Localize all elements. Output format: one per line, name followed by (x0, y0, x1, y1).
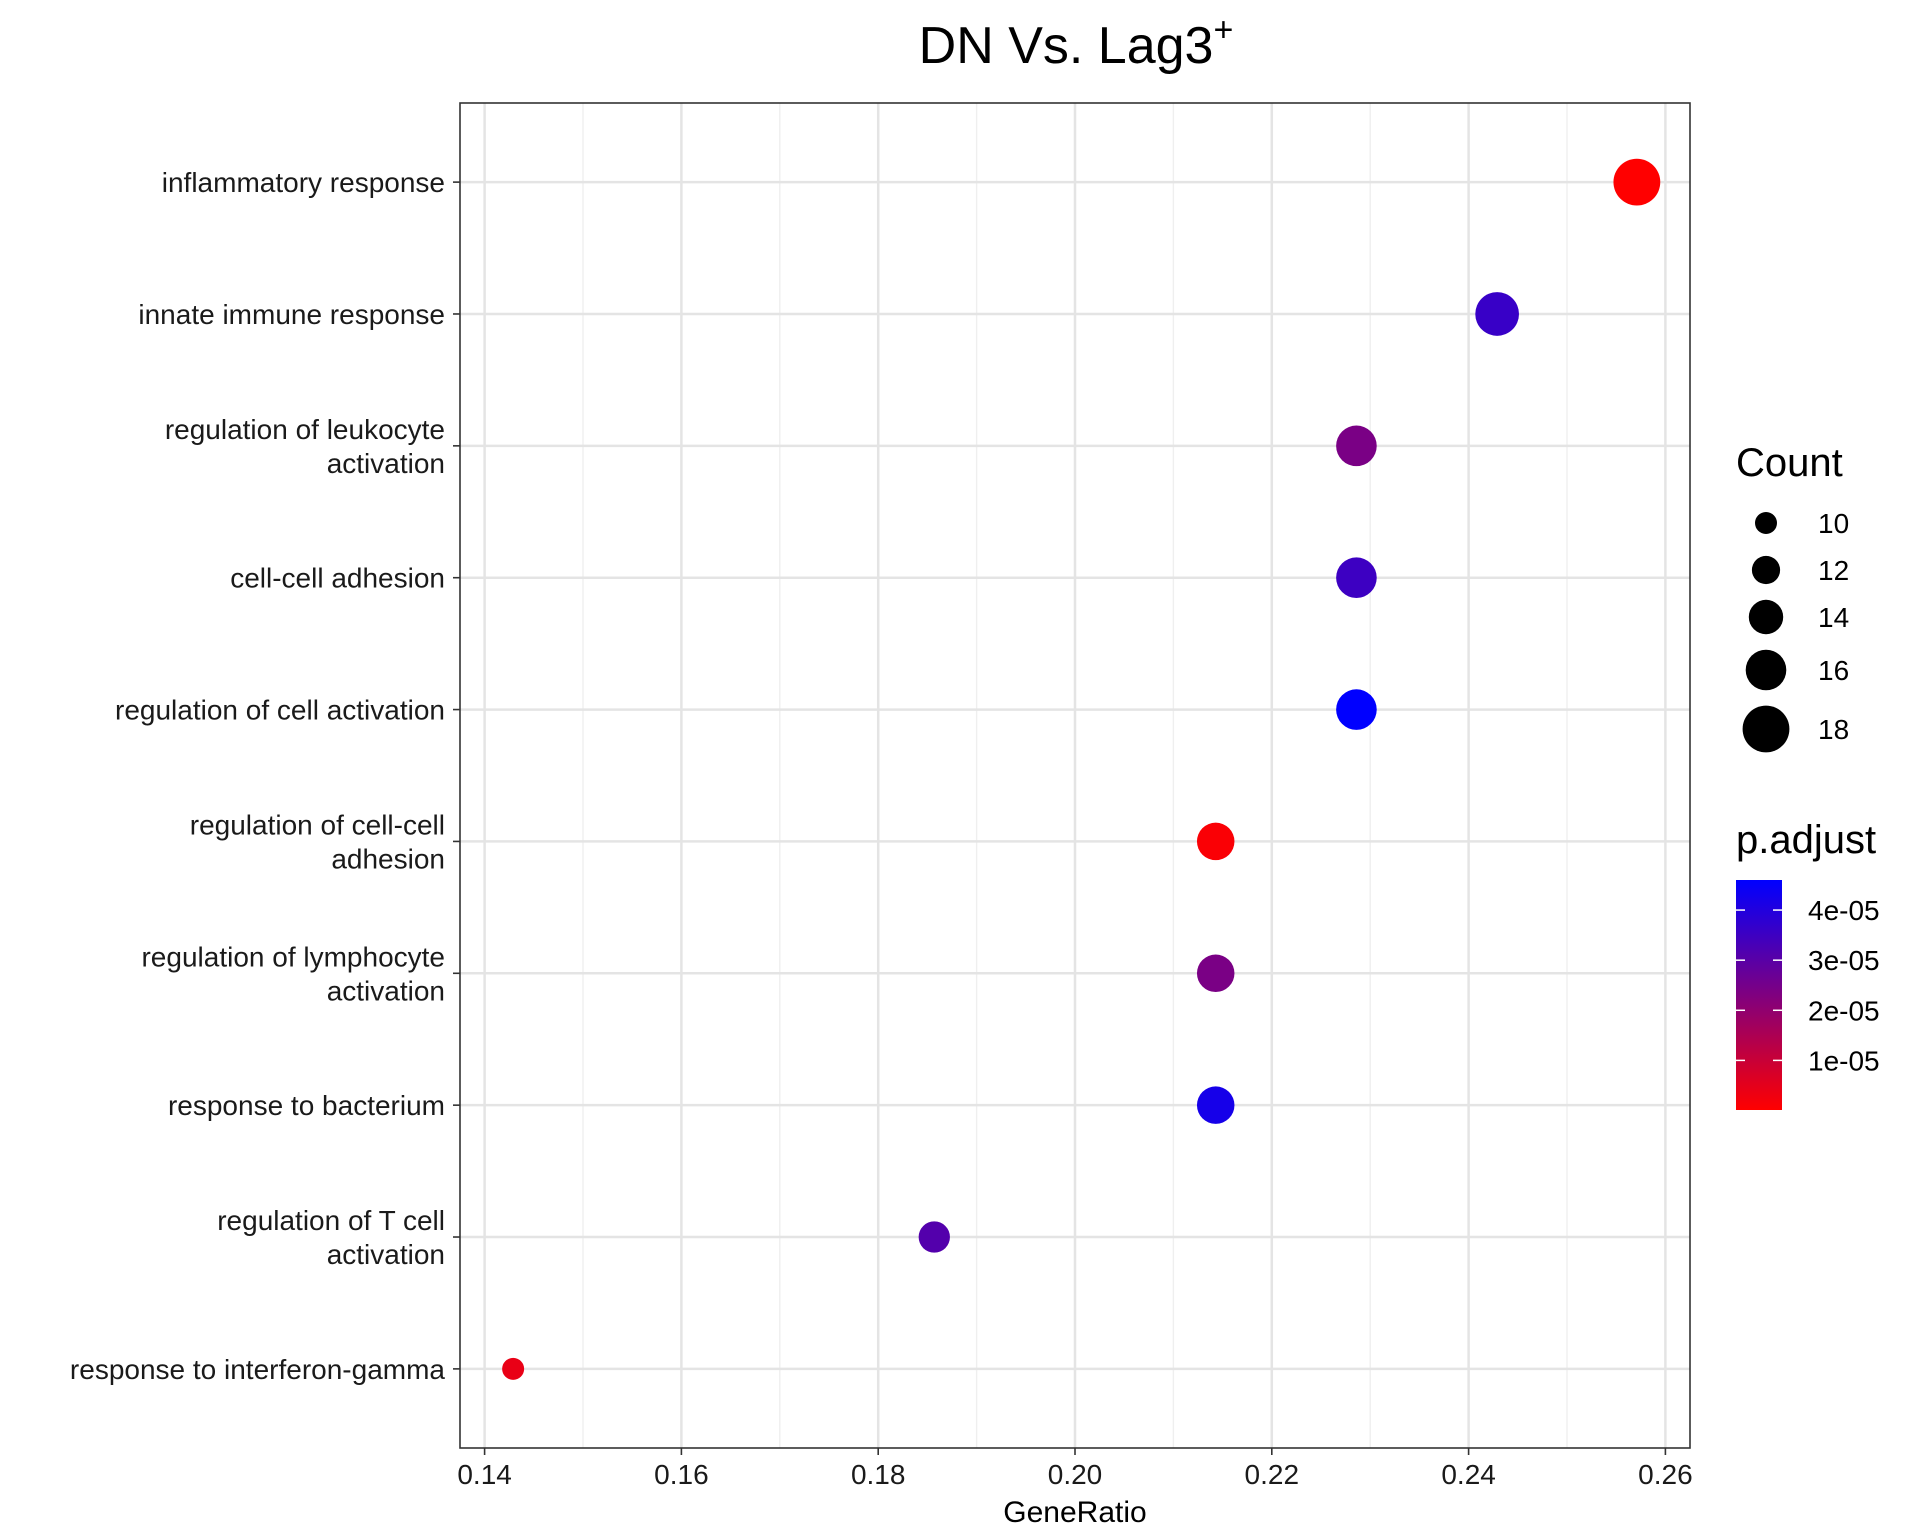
chart-title: DN Vs. Lag3+ (919, 11, 1234, 75)
color-legend-label: 3e-05 (1808, 945, 1880, 976)
data-point (1196, 822, 1235, 861)
y-tick-label: innate immune response (138, 299, 445, 330)
y-tick-label: response to bacterium (168, 1090, 445, 1121)
x-axis-title: GeneRatio (1003, 1496, 1146, 1529)
chart-title-text: DN Vs. Lag3 (919, 17, 1214, 75)
size-legend-key (1748, 599, 1784, 635)
data-point (502, 1357, 525, 1380)
data-point (918, 1221, 950, 1253)
x-tick-label: 0.16 (654, 1459, 709, 1490)
size-legend-label: 12 (1818, 555, 1849, 586)
x-tick-label: 0.26 (1638, 1459, 1693, 1490)
y-tick-label: regulation of T cell activation (217, 1205, 445, 1270)
data-point (1336, 557, 1377, 599)
size-legend-label: 10 (1818, 508, 1849, 539)
data-point (1336, 689, 1377, 730)
size-legend-label: 14 (1818, 602, 1849, 633)
data-point (1196, 954, 1235, 993)
data-point (1613, 158, 1661, 206)
y-tick-label: regulation of leukocyte activation (165, 414, 445, 479)
chart-title-superscript: + (1213, 11, 1233, 49)
size-legend: Count 10 12 14 16 18 (1736, 441, 1849, 753)
size-legend-title: Count (1736, 441, 1843, 485)
y-tick-label: response to interferon-gamma (70, 1354, 446, 1385)
color-legend-title: p.adjust (1736, 818, 1876, 862)
data-point (1475, 292, 1519, 336)
color-legend-label: 2e-05 (1808, 995, 1880, 1026)
x-axis: 0.14 0.16 0.18 0.20 0.22 0.24 0.26 (457, 1448, 1693, 1490)
grid-lines (460, 103, 1690, 1448)
size-legend-key (1745, 649, 1787, 691)
color-legend-label: 4e-05 (1808, 895, 1880, 926)
data-points (502, 158, 1661, 1380)
color-legend-bar (1736, 880, 1782, 1110)
size-legend-key (1751, 555, 1781, 585)
size-legend-key (1755, 512, 1777, 534)
size-legend-label: 18 (1818, 714, 1849, 745)
data-point (1196, 1086, 1235, 1124)
x-tick-label: 0.22 (1245, 1459, 1300, 1490)
y-tick-label: regulation of cell activation (115, 695, 445, 726)
x-tick-label: 0.24 (1441, 1459, 1496, 1490)
color-legend-label: 1e-05 (1808, 1045, 1880, 1076)
color-legend: p.adjust 4e-05 3e-05 2e-05 1e-05 (1736, 818, 1880, 1110)
y-axis: inflammatory response innate immune respo… (70, 167, 460, 1385)
y-tick-label: inflammatory response (162, 167, 445, 198)
y-tick-label: cell-cell adhesion (230, 563, 445, 594)
y-tick-label: regulation of lymphocyte activation (141, 941, 445, 1006)
x-tick-label: 0.14 (457, 1459, 512, 1490)
x-tick-label: 0.20 (1048, 1459, 1103, 1490)
size-legend-label: 16 (1818, 655, 1849, 686)
y-tick-label: regulation of cell-cell adhesion (190, 809, 445, 874)
data-point (1336, 425, 1377, 467)
x-tick-label: 0.18 (851, 1459, 906, 1490)
size-legend-key (1742, 705, 1790, 753)
